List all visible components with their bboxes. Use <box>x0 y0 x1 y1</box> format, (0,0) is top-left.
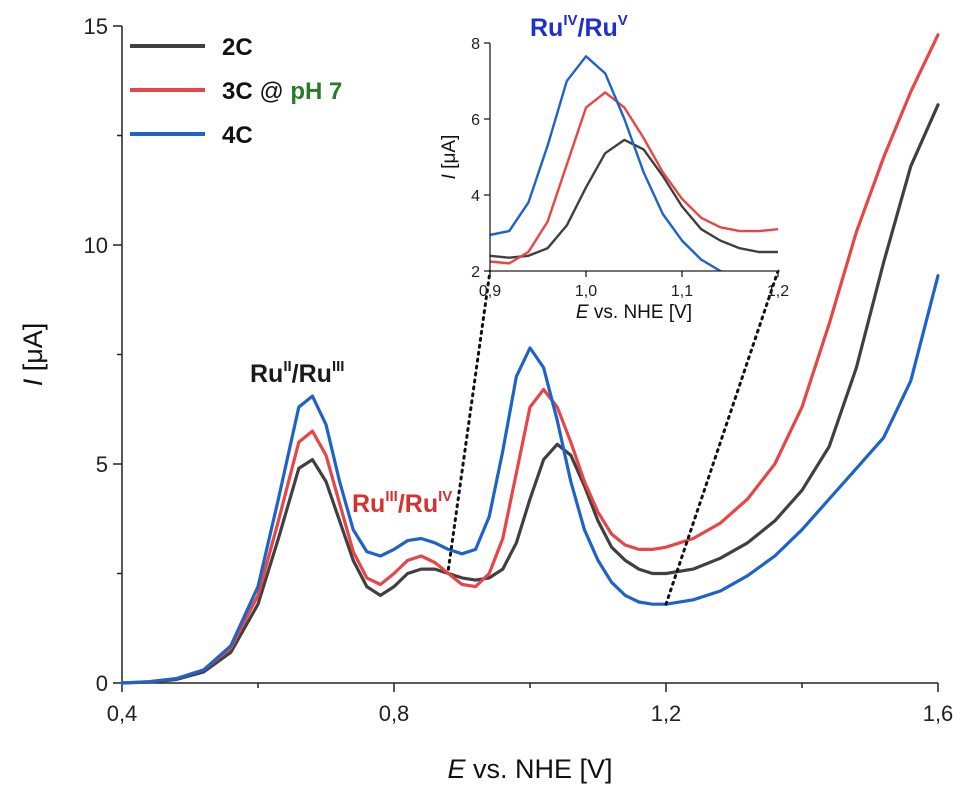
y-tick-label: 15 <box>84 14 108 39</box>
legend-series-name: 2C <box>222 34 253 61</box>
x-tick-label: 1,6 <box>923 701 954 726</box>
x-axis-title-rest: vs. NHE [V] <box>465 754 612 784</box>
peak-label-sep: /Ru <box>578 14 618 42</box>
peak-label-sep: /Ru <box>292 360 332 388</box>
legend-label-2C: 2C <box>222 34 253 61</box>
peak-label: RuII/RuIII <box>250 358 344 388</box>
y-axis-title-rest: [μA] <box>18 323 48 379</box>
legend-condition-ph: pH 7 <box>290 78 342 105</box>
inset-y-tick-label: 6 <box>471 112 480 129</box>
x-axis-title: E vs. NHE [V] <box>447 754 612 784</box>
inset-series-line-4C <box>490 55 725 271</box>
inset-y-tick-label: 2 <box>471 264 480 281</box>
peak-label-sup: V <box>618 12 628 29</box>
peak-label-base: Ru <box>352 490 385 518</box>
series-line-4C <box>120 274 940 685</box>
y-axis-title: I [μA] <box>18 323 48 387</box>
peak-label-sep: /Ru <box>398 490 438 518</box>
inset-x-axis-title: E vs. NHE [V] <box>576 302 692 323</box>
x-axis-title-italic: E <box>447 754 466 784</box>
peak-label-sup: III <box>385 488 398 505</box>
peak-label-sup: IV <box>438 488 452 505</box>
peak-label: RuIII/RuIV <box>352 488 452 518</box>
inset-x-tick-label: 1,2 <box>767 283 789 300</box>
peak-label-sup: II <box>283 358 291 375</box>
connector-line-right <box>664 269 780 606</box>
y-axis-title-italic: I <box>18 378 48 386</box>
legend-label-3C: 3C @ pH 7 <box>222 78 342 105</box>
peak-label-sup: III <box>332 358 345 375</box>
inset-x-tick-label: 0,9 <box>479 283 501 300</box>
inset-x-axis-title-rest: vs. NHE [V] <box>589 302 692 323</box>
inset-series-line-3C <box>490 91 778 265</box>
legend-series-name: 3C <box>222 78 253 105</box>
inset-series-line-2C <box>490 138 778 259</box>
inset-y-axis-title-rest: [μA] <box>439 135 460 174</box>
y-tick-label: 10 <box>84 233 108 258</box>
series-line-3C <box>120 33 940 685</box>
main-plot-area: 0,4 0,8 1,2 1,6 0 5 10 15 E vs. NHE [V] I [μA] <box>18 14 953 784</box>
inset-y-tick-label: 8 <box>471 36 480 53</box>
peak-label-base: Ru <box>530 14 563 42</box>
x-tick-label: 0,4 <box>107 701 138 726</box>
y-tick-label: 0 <box>96 671 108 696</box>
inset-connector-lines <box>446 269 780 606</box>
legend: 2C 3C @ pH 7 4C <box>130 34 342 149</box>
inset-background <box>490 43 778 271</box>
x-tick-label: 0,8 <box>379 701 410 726</box>
inset-x-tick-label: 1,1 <box>671 283 693 300</box>
peak-label: RuIV/RuV <box>530 12 628 42</box>
y-tick-label: 5 <box>96 452 108 477</box>
peak-label-base: Ru <box>250 360 283 388</box>
connector-line-left <box>446 269 492 571</box>
legend-condition-at: @ <box>253 78 291 105</box>
x-tick-label: 1,2 <box>651 701 682 726</box>
inset-y-axis-title: I [μA] <box>439 135 460 180</box>
legend-label-4C: 4C <box>222 122 253 149</box>
inset-plot-area: 0,9 1,0 1,1 1,2 2 4 6 8 E vs. NHE [V] I [μA] <box>439 36 789 323</box>
inset-x-axis-title-italic: E <box>576 302 589 323</box>
peak-label-sup: IV <box>563 12 577 29</box>
legend-series-name: 4C <box>222 122 253 149</box>
inset-x-tick-label: 1,0 <box>575 283 597 300</box>
inset-y-tick-label: 4 <box>471 188 480 205</box>
series-line-2C <box>120 103 940 685</box>
inset-y-axis-title-italic: I <box>439 173 460 179</box>
